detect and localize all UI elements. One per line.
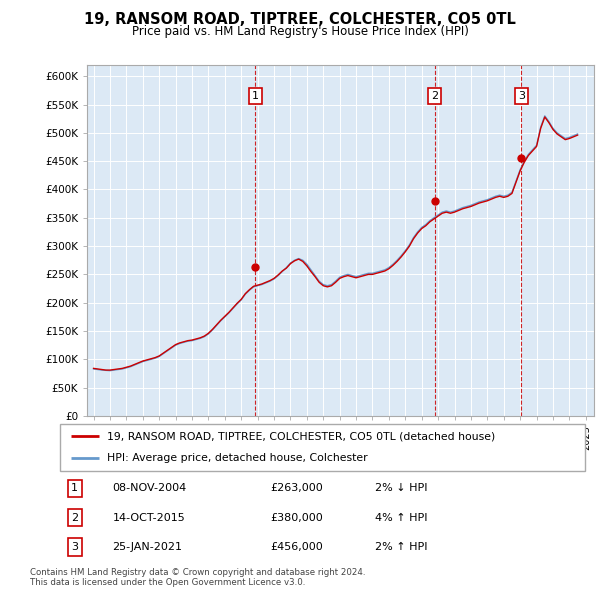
Text: Contains HM Land Registry data © Crown copyright and database right 2024.
This d: Contains HM Land Registry data © Crown c… bbox=[30, 568, 365, 587]
Text: 14-OCT-2015: 14-OCT-2015 bbox=[113, 513, 185, 523]
Text: £263,000: £263,000 bbox=[270, 483, 323, 493]
Text: 3: 3 bbox=[71, 542, 78, 552]
Text: HPI: Average price, detached house, Colchester: HPI: Average price, detached house, Colc… bbox=[107, 453, 368, 463]
Text: 25-JAN-2021: 25-JAN-2021 bbox=[113, 542, 182, 552]
Text: £456,000: £456,000 bbox=[270, 542, 323, 552]
Text: Price paid vs. HM Land Registry's House Price Index (HPI): Price paid vs. HM Land Registry's House … bbox=[131, 25, 469, 38]
Text: 1: 1 bbox=[71, 483, 78, 493]
Text: 2% ↓ HPI: 2% ↓ HPI bbox=[375, 483, 427, 493]
Text: 2% ↑ HPI: 2% ↑ HPI bbox=[375, 542, 427, 552]
Text: 08-NOV-2004: 08-NOV-2004 bbox=[113, 483, 187, 493]
Text: 19, RANSOM ROAD, TIPTREE, COLCHESTER, CO5 0TL (detached house): 19, RANSOM ROAD, TIPTREE, COLCHESTER, CO… bbox=[107, 431, 496, 441]
Text: 1: 1 bbox=[252, 91, 259, 101]
Text: 3: 3 bbox=[518, 91, 525, 101]
Text: 19, RANSOM ROAD, TIPTREE, COLCHESTER, CO5 0TL: 19, RANSOM ROAD, TIPTREE, COLCHESTER, CO… bbox=[84, 12, 516, 27]
Text: 2: 2 bbox=[431, 91, 438, 101]
Text: 2: 2 bbox=[71, 513, 78, 523]
Text: £380,000: £380,000 bbox=[270, 513, 323, 523]
Text: 4% ↑ HPI: 4% ↑ HPI bbox=[375, 513, 427, 523]
